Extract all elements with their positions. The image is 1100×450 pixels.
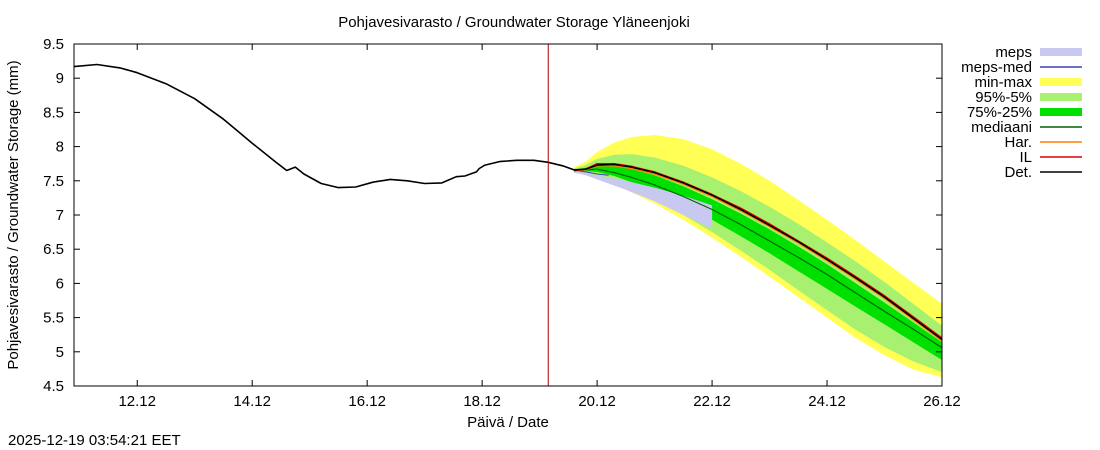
series-line-il <box>574 162 942 339</box>
y-tick-label: 8.5 <box>43 104 64 121</box>
y-tick-label: 6.5 <box>43 241 64 258</box>
x-axis-title: Päivä / Date <box>467 414 549 431</box>
x-tick-label: 18.12 <box>463 393 501 410</box>
legend-label: meps <box>995 44 1032 61</box>
legend-item-meps: meps <box>995 44 1082 61</box>
y-axis-title: Pohjavesivarasto / Groundwater Storage (… <box>5 60 22 369</box>
x-tick-label: 16.12 <box>348 393 386 410</box>
legend-label: IL <box>1019 149 1032 166</box>
legend-label: Har. <box>1004 134 1032 151</box>
y-tick-label: 7.5 <box>43 173 64 190</box>
y-tick-label: 4.5 <box>43 378 64 395</box>
y-tick-label: 5 <box>56 344 64 361</box>
x-tick-label: 22.12 <box>693 393 731 410</box>
y-tick-label: 6 <box>56 275 64 292</box>
y-tick-label: 9.5 <box>43 36 64 53</box>
legend-item-75-25: 75%-25% <box>967 104 1082 121</box>
bands-layer <box>574 135 942 378</box>
band-meps <box>574 171 713 229</box>
series-line-det <box>74 63 942 341</box>
x-tick-label: 20.12 <box>578 393 616 410</box>
axis-ticks: 4.5 5 5.5 6 6.5 7 7.5 8 8.5 9 9.5 12.12 14.12 16.12 18… <box>43 36 961 410</box>
x-tick-label: 12.12 <box>118 393 156 410</box>
legend-item-meps-med: meps-med <box>961 59 1082 76</box>
legend-item-mediaani: mediaani <box>971 119 1082 136</box>
legend-label: Det. <box>1004 164 1032 181</box>
legend-item-det: Det. <box>1004 164 1082 181</box>
lines-layer <box>74 63 942 349</box>
legend-item-95-5: 95%-5% <box>975 89 1082 106</box>
band-95-5 <box>574 154 942 373</box>
chart-title: Pohjavesivarasto / Groundwater Storage Y… <box>338 14 690 31</box>
legend-label: min-max <box>974 74 1032 91</box>
x-tick-label: 24.12 <box>808 393 846 410</box>
legend-swatch <box>1040 48 1082 56</box>
x-tick-label: 14.12 <box>233 393 271 410</box>
y-tick-label: 8 <box>56 139 64 156</box>
legend-item-min-max: min-max <box>974 74 1082 91</box>
y-tick-label: 5.5 <box>43 310 64 327</box>
legend-swatch <box>1040 93 1082 101</box>
legend: mepsmeps-medmin-max95%-5%75%-25%mediaani… <box>961 44 1082 181</box>
legend-swatch <box>1040 108 1082 116</box>
y-tick-label: 7 <box>56 207 64 224</box>
legend-label: 95%-5% <box>975 89 1032 106</box>
series-line-har <box>574 165 942 342</box>
legend-label: meps-med <box>961 59 1032 76</box>
y-tick-label: 9 <box>56 70 64 87</box>
legend-item-il: IL <box>1019 149 1082 166</box>
legend-label: mediaani <box>971 119 1032 136</box>
x-tick-label: 26.12 <box>923 393 961 410</box>
timestamp: 2025-12-19 03:54:21 EET <box>8 432 181 449</box>
legend-label: 75%-25% <box>967 104 1032 121</box>
legend-swatch <box>1040 78 1082 86</box>
legend-item-har: Har. <box>1004 134 1082 151</box>
series-line-mediaani <box>574 168 942 349</box>
